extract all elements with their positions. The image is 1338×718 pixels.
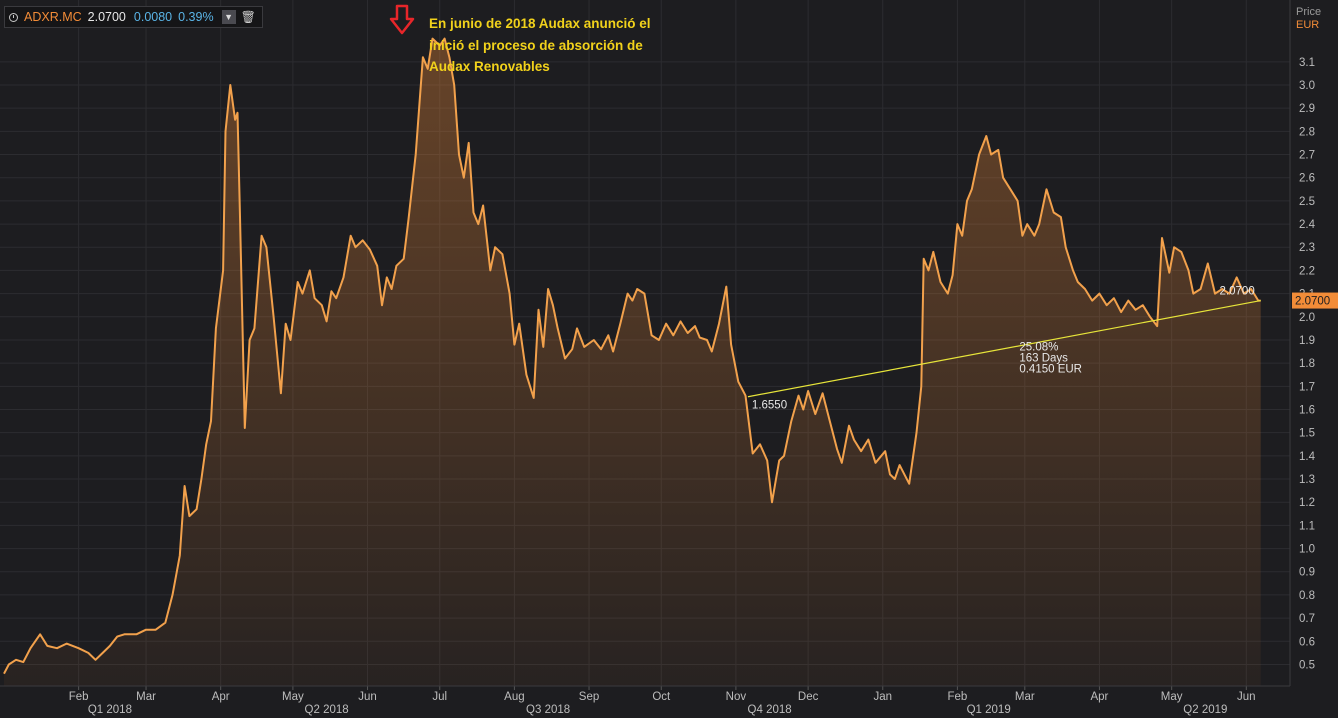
instrument-symbol[interactable]: ADXR.MC bbox=[24, 10, 82, 24]
x-quarter-label: Q1 2018 bbox=[88, 704, 132, 716]
price-change: 0.0080 bbox=[133, 10, 173, 24]
instrument-legend[interactable]: ADXR.MC 2.0700 0.0080 0.39% ▼ 🗑 bbox=[4, 6, 263, 28]
annotation-arrow-layer bbox=[389, 4, 415, 35]
x-quarter-label: Q2 2019 bbox=[1183, 704, 1227, 716]
x-tick-label: Mar bbox=[136, 691, 156, 703]
trend-days: 163 Days bbox=[1019, 353, 1068, 365]
y-tick-label: 2.8 bbox=[1299, 126, 1315, 138]
y-tick-label: 1.4 bbox=[1299, 451, 1316, 463]
x-tick-label: May bbox=[1161, 691, 1183, 703]
x-tick-label: Feb bbox=[69, 691, 89, 703]
y-tick-label: 2.3 bbox=[1299, 242, 1315, 254]
axis-currency: EUR bbox=[1296, 19, 1320, 31]
y-tick-label: 2.0 bbox=[1299, 312, 1315, 324]
y-tick-label: 0.7 bbox=[1299, 613, 1315, 625]
x-axis: Feb Mar Apr May Jun Jul Aug Sep Oct Nov Dec Jan Feb M… bbox=[0, 685, 1290, 716]
x-tick-label: Oct bbox=[652, 691, 671, 703]
x-tick-label: Jul bbox=[432, 691, 447, 703]
trend-pct: 25.08% bbox=[1019, 342, 1058, 354]
last-price-tag bbox=[1292, 292, 1338, 309]
x-quarter-label: Q1 2019 bbox=[967, 704, 1011, 716]
y-tick-label: 0.9 bbox=[1299, 567, 1315, 579]
price-change-pct: 0.39% bbox=[178, 10, 214, 24]
annotation-text: En junio de 2018 Audax anunció el inició… bbox=[429, 16, 651, 74]
y-tick-label: 2.9 bbox=[1299, 103, 1315, 115]
x-tick-label: Jun bbox=[1237, 691, 1256, 703]
x-tick-label: Jan bbox=[873, 691, 892, 703]
trend-start-label: 1.6550 bbox=[752, 400, 787, 412]
trend-end-label: 2.0700 bbox=[1220, 286, 1255, 298]
y-tick-label: 1.8 bbox=[1299, 358, 1315, 370]
y-tick-label: 2.6 bbox=[1299, 173, 1315, 185]
x-tick-label: Jun bbox=[358, 691, 377, 703]
x-quarter-label: Q4 2018 bbox=[748, 704, 792, 716]
x-tick-label: Sep bbox=[579, 691, 599, 703]
x-tick-label: Apr bbox=[212, 691, 230, 703]
y-tick-label: 2.4 bbox=[1299, 219, 1316, 231]
y-tick-label: 3.1 bbox=[1299, 57, 1315, 69]
trend-amount: 0.4150 EUR bbox=[1019, 364, 1082, 376]
y-tick-label: 1.9 bbox=[1299, 335, 1315, 347]
trend-line bbox=[747, 299, 1261, 398]
y-tick-label: 1.6 bbox=[1299, 404, 1315, 416]
x-quarter-label: Q2 2018 bbox=[305, 704, 349, 716]
x-tick-label: Nov bbox=[726, 691, 747, 703]
price-area-fill bbox=[4, 38, 1261, 687]
trash-icon[interactable]: 🗑 bbox=[240, 10, 256, 24]
price-area bbox=[3, 37, 1261, 687]
clock-icon bbox=[9, 12, 18, 22]
down-arrow-icon bbox=[389, 4, 415, 35]
y-tick-label: 1.5 bbox=[1299, 428, 1315, 440]
chevron-down-icon[interactable]: ▼ bbox=[221, 10, 236, 24]
y-tick-label: 3.0 bbox=[1299, 80, 1315, 92]
y-tick-label: 0.5 bbox=[1299, 659, 1315, 671]
last-price: 2.0700 bbox=[87, 10, 126, 24]
last-price-tag-label: 2.0700 bbox=[1295, 296, 1330, 308]
y-tick-label: 2.2 bbox=[1299, 265, 1315, 277]
y-tick-label: 2.5 bbox=[1299, 196, 1315, 208]
x-quarter-label: Q3 2018 bbox=[526, 704, 570, 716]
x-tick-label: Dec bbox=[798, 691, 819, 703]
x-tick-label: May bbox=[282, 691, 304, 703]
y-tick-label: 1.7 bbox=[1299, 381, 1315, 393]
y-tick-label: 1.3 bbox=[1299, 474, 1315, 486]
y-tick-label: 0.8 bbox=[1299, 590, 1315, 602]
y-tick-label: 1.2 bbox=[1299, 497, 1315, 509]
y-axis: 0.5 0.6 0.7 0.8 0.9 1.0 1.1 1.2 1.3 1.4 1.5 1.6 1.7 1… bbox=[1289, 0, 1338, 686]
y-tick-label: 2.7 bbox=[1299, 150, 1315, 162]
y-tick-label: 0.6 bbox=[1299, 636, 1315, 648]
x-tick-label: Feb bbox=[947, 691, 967, 703]
x-tick-label: Mar bbox=[1015, 691, 1035, 703]
x-tick-label: Aug bbox=[504, 691, 524, 703]
x-tick-label: Apr bbox=[1090, 691, 1108, 703]
price-line bbox=[3, 37, 1261, 675]
axis-title: Price bbox=[1296, 6, 1322, 18]
y-tick-label: 1.1 bbox=[1299, 520, 1315, 532]
y-tick-label: 1.0 bbox=[1299, 544, 1315, 556]
